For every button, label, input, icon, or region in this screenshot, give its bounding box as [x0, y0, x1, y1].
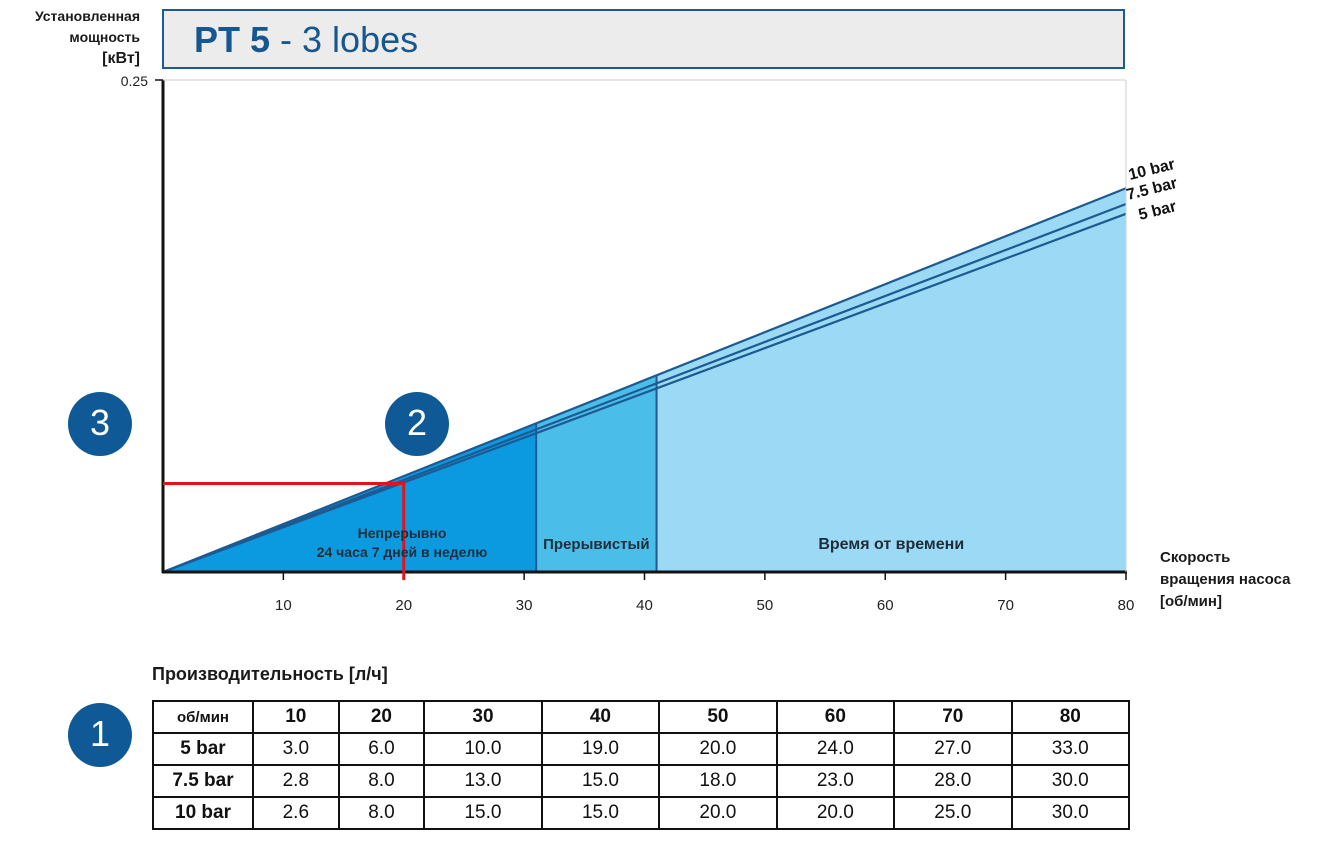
- table-cell: 20.0: [658, 732, 778, 766]
- x-tick-label: 70: [997, 597, 1014, 614]
- y-tick-label: 0.25: [121, 73, 148, 89]
- chart-title-box: PT 5 - 3 lobes: [162, 9, 1125, 69]
- column-header: 30: [423, 700, 543, 734]
- table-cell: 20.0: [658, 796, 778, 830]
- capacity-table: об/мин 10 20 30 40 50 60 70 80 5 bar 3.0…: [152, 700, 1131, 830]
- table-header-row: об/мин 10 20 30 40 50 60 70 80: [152, 700, 1131, 734]
- table-cell: 13.0: [423, 764, 543, 798]
- x-tick-label: 20: [395, 597, 412, 614]
- table-cell: 27.0: [893, 732, 1013, 766]
- table-cell: 6.0: [337, 732, 426, 766]
- power-chart: 0.25 10 20 30 40 50 60 70 80 Непрерывно 24 часа 7…: [121, 73, 1179, 614]
- table-cell: 28.0: [893, 764, 1013, 798]
- marker-3: 3: [68, 392, 132, 456]
- table-cell: 3.0: [252, 732, 340, 766]
- column-header: 20: [337, 700, 426, 734]
- table-row: 7.5 bar 2.8 8.0 13.0 15.0 18.0 23.0 28.0…: [152, 764, 1131, 798]
- y-axis-label-line1: Установленная: [34, 8, 140, 24]
- table-row: 5 bar 3.0 6.0 10.0 19.0 20.0 24.0 27.0 3…: [152, 732, 1131, 766]
- marker-1: 1: [68, 703, 132, 767]
- x-tick-label: 10: [275, 597, 292, 614]
- table-cell: 24.0: [775, 732, 896, 766]
- x-tick-label: 60: [877, 597, 894, 614]
- table-cell: 18.0: [658, 764, 778, 798]
- table-title: Производительность [л/ч]: [152, 664, 388, 684]
- zone-intermittent: [536, 375, 657, 572]
- column-header: 80: [1010, 700, 1131, 734]
- table-cell: 30.0: [1010, 796, 1131, 830]
- column-header: 50: [658, 700, 778, 734]
- series-line-10-bar: [162, 187, 1127, 574]
- x-tick-label: 80: [1118, 597, 1135, 614]
- table-cell: 8.0: [337, 796, 426, 830]
- table-cell: 33.0: [1010, 732, 1131, 766]
- table-cell: 20.0: [775, 796, 896, 830]
- table-cell: 15.0: [540, 764, 661, 798]
- column-header: 40: [540, 700, 661, 734]
- marker-2: 2: [385, 392, 449, 456]
- chart-title-suffix: - 3 lobes: [270, 19, 419, 60]
- zone-occasional: [656, 188, 1126, 573]
- series-line-7-5-bar: [162, 202, 1127, 574]
- column-header: 70: [893, 700, 1013, 734]
- column-header: 10: [252, 700, 340, 734]
- x-tick-label: 30: [516, 597, 533, 614]
- y-axis-label-line2: мощность: [69, 29, 140, 45]
- zone-label-occasional: Время от времени: [818, 536, 964, 553]
- x-tick-label: 40: [636, 597, 653, 614]
- table-cell: 25.0: [893, 796, 1013, 830]
- row-label: 10 bar: [152, 796, 254, 830]
- table-cell: 15.0: [423, 796, 543, 830]
- table-corner-header: об/мин: [152, 700, 254, 734]
- x-axis-label: Скорость вращения насоса [об/мин]: [1160, 547, 1291, 613]
- zone-label-continuous-2: 24 часа 7 дней в неделю: [317, 544, 488, 560]
- row-label: 7.5 bar: [152, 764, 254, 798]
- series-line-5-bar: [162, 212, 1127, 574]
- table-cell: 19.0: [540, 732, 661, 766]
- x-axis-label-line1: Скорость: [1160, 549, 1231, 566]
- table-row: 10 bar 2.6 8.0 15.0 15.0 20.0 20.0 25.0 …: [152, 796, 1131, 830]
- y-axis-label: Установленная мощность [кВт]: [0, 6, 140, 69]
- x-tick-label: 50: [757, 597, 774, 614]
- zone-label-intermittent: Прерывистый: [543, 536, 649, 553]
- table-cell: 30.0: [1010, 764, 1131, 798]
- table-cell: 23.0: [775, 764, 896, 798]
- row-label: 5 bar: [152, 732, 254, 766]
- y-axis-unit: [кВт]: [102, 50, 140, 67]
- column-header: 60: [775, 700, 896, 734]
- table-cell: 2.6: [252, 796, 340, 830]
- x-axis-label-line2: вращения насоса: [1160, 571, 1291, 588]
- x-axis-unit: [об/мин]: [1160, 593, 1222, 610]
- series-label: 5 bar: [1137, 198, 1178, 224]
- chart-title: PT 5 - 3 lobes: [194, 19, 418, 61]
- zone-label-continuous-1: Непрерывно: [358, 525, 447, 541]
- table-cell: 10.0: [423, 732, 543, 766]
- table-cell: 15.0: [540, 796, 661, 830]
- table-cell: 8.0: [337, 764, 426, 798]
- chart-title-model: PT 5: [194, 19, 271, 60]
- table-cell: 2.8: [252, 764, 340, 798]
